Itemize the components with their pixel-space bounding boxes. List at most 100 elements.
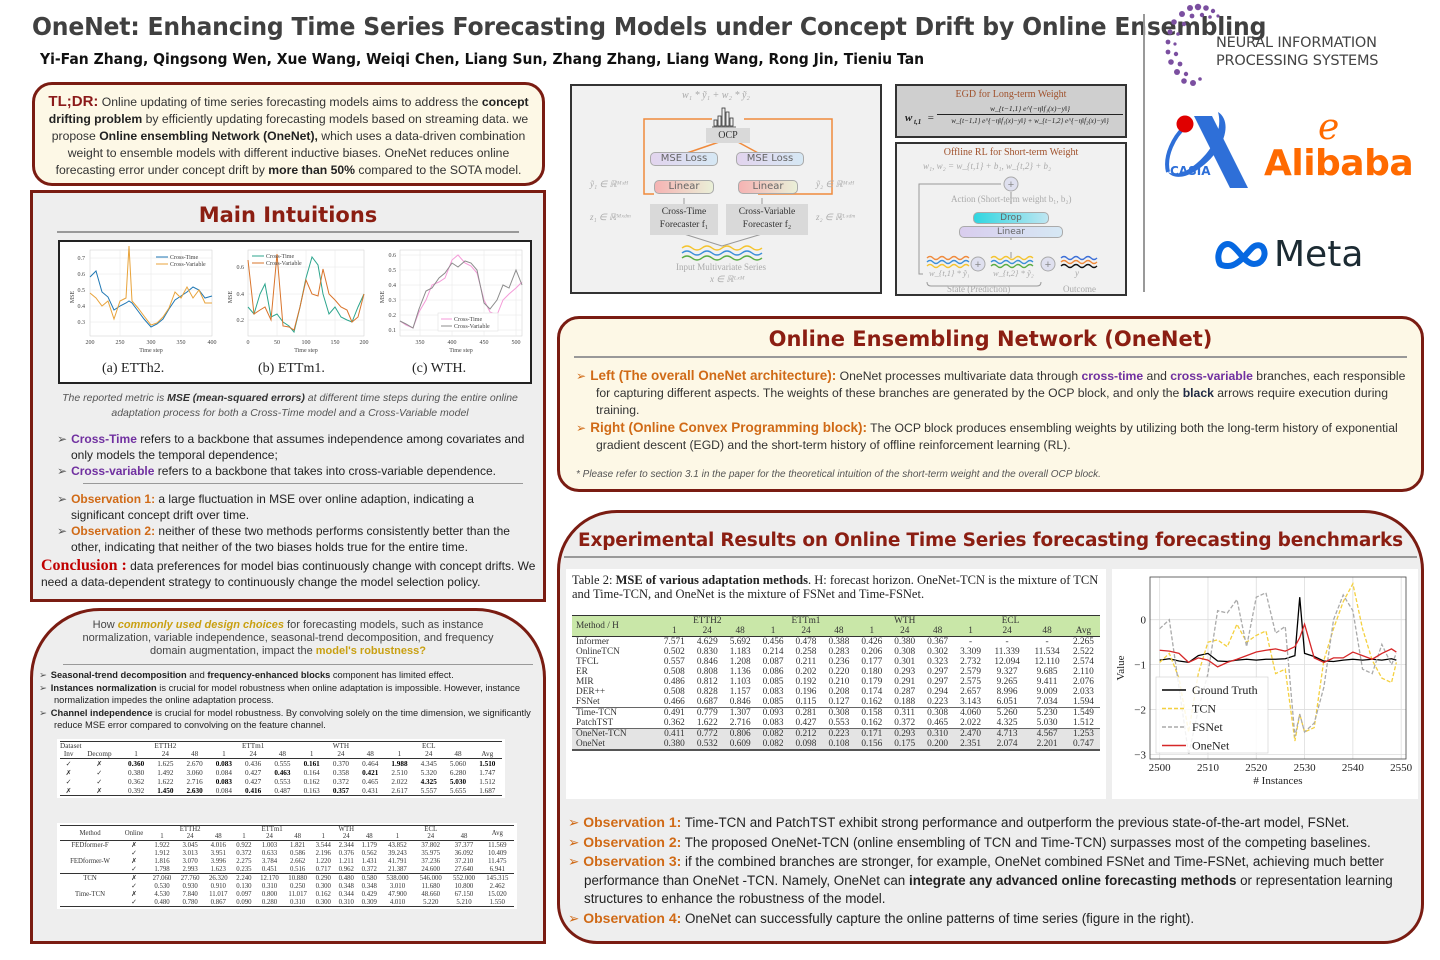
table-cell: 2.630 bbox=[186, 786, 203, 795]
table-cell: 0.392 bbox=[127, 786, 145, 795]
linear-right: Linear bbox=[738, 180, 798, 194]
table-cell: 11.569 bbox=[488, 841, 507, 849]
list-item: ➢ Seasonal-trend decomposition and freque… bbox=[39, 670, 454, 680]
mse-line-charts: 0.3 0.4 0.5 0.6 0.7 200 250 300 350 400 Time ste… bbox=[70, 245, 523, 354]
online-mark: ✓ bbox=[131, 899, 137, 906]
table-cell: 36.092 bbox=[454, 849, 474, 857]
table-cell: 1.512 bbox=[479, 777, 496, 786]
table-cell: 4.567 bbox=[1036, 729, 1058, 739]
table-cell: 0.090 bbox=[236, 898, 252, 906]
egd-lhs-sub: t,1 bbox=[914, 118, 922, 126]
alibaba-mark-icon: e bbox=[1318, 107, 1340, 148]
observation-key: Observation 1: bbox=[583, 814, 682, 830]
table-cell: 0.480 bbox=[338, 874, 354, 882]
table-cell: 0.287 bbox=[894, 687, 916, 697]
table-cell: 4.016 bbox=[210, 841, 226, 849]
svg-text:2520: 2520 bbox=[1245, 762, 1268, 774]
finding-key: Seasonal-trend decomposition bbox=[50, 670, 187, 680]
finding-key: frequency-enhanced blocks bbox=[207, 670, 331, 680]
svg-text:0.7: 0.7 bbox=[78, 256, 86, 262]
table-cell: 0.922 bbox=[236, 841, 252, 849]
observation-highlight: integrate any advanced online forecastin… bbox=[908, 872, 1237, 888]
metric-highlight: MSE (mean-squared errors) bbox=[167, 392, 305, 404]
table-cell: 538.000 bbox=[386, 874, 409, 882]
table-cell: 0.910 bbox=[210, 882, 226, 890]
table-row: FSNet 0.466 0.687 0.846 0.085 0.115 0.127 0.162… bbox=[572, 697, 1100, 708]
table-cell: 6.941 bbox=[489, 865, 505, 873]
col-horizon: 24 bbox=[1002, 626, 1012, 636]
table-cell: 0.502 bbox=[663, 647, 685, 657]
table-cell: 0.806 bbox=[729, 729, 751, 739]
table-cell: 2.716 bbox=[729, 718, 751, 728]
method-name: DER++ bbox=[576, 687, 606, 697]
observation-key: Observation 3: bbox=[583, 853, 682, 870]
table-cell: 1.136 bbox=[729, 667, 751, 677]
table-cell: 0.388 bbox=[828, 637, 850, 647]
svg-text:0.6: 0.6 bbox=[78, 272, 86, 278]
col-horizon: 24 bbox=[266, 833, 273, 840]
table-cell: 3.045 bbox=[182, 841, 198, 849]
col-group: ETTH2 bbox=[693, 616, 722, 626]
table-row: ✓ ✓ 0.362 1.622 2.716 0.083 0.427 0.553 0.162 0.3… bbox=[60, 777, 502, 787]
col-horizon: 48 bbox=[1042, 626, 1052, 636]
input-series-icon bbox=[681, 245, 763, 261]
method-name: ER bbox=[576, 667, 588, 677]
table-cell: 0.367 bbox=[927, 637, 949, 647]
table-cell: 0.508 bbox=[663, 667, 685, 677]
col-horizon: 24 bbox=[900, 626, 910, 636]
svg-text:0.3: 0.3 bbox=[389, 298, 397, 304]
table-cell: 5.692 bbox=[729, 637, 751, 647]
table-cell: 1.492 bbox=[157, 768, 174, 777]
method-name: TCN bbox=[83, 874, 97, 882]
svg-text:Cross-Time: Cross-Time bbox=[454, 317, 482, 323]
table-cell: 4.713 bbox=[996, 729, 1018, 739]
table-cell: 47.900 bbox=[388, 890, 407, 898]
table-row: ✓ 1.798 2.993 1.623 0.235 0.451 0.516 0.717 0.96… bbox=[60, 865, 514, 874]
table-cell: 0.220 bbox=[828, 667, 850, 677]
table-cell: 0.162 bbox=[861, 718, 883, 728]
question-text: How bbox=[92, 619, 118, 631]
table-cell: 0.206 bbox=[861, 647, 883, 657]
svg-text:−1: −1 bbox=[1134, 660, 1146, 672]
table-cell: 11.017 bbox=[209, 890, 228, 898]
col-horizon: 1 bbox=[869, 626, 875, 636]
table-cell: 0.214 bbox=[762, 647, 784, 657]
table-cell: 0.553 bbox=[828, 718, 850, 728]
table-cell: 0.508 bbox=[663, 687, 685, 697]
bullet-text: branches, each responsible for capturing… bbox=[596, 369, 1406, 400]
table-cell: 0.372 bbox=[361, 865, 377, 873]
rl-title: Offline RL for Short-term Weight bbox=[943, 147, 1079, 158]
table-cell: 0.516 bbox=[290, 865, 306, 873]
table-cell: 2.201 bbox=[1036, 739, 1058, 749]
series-ground-truth bbox=[1159, 597, 1397, 664]
svg-text:0.2: 0.2 bbox=[237, 318, 245, 324]
table-cell: 0.362 bbox=[663, 718, 685, 728]
table-cell: 3.013 bbox=[182, 849, 198, 857]
svg-text:Ground Truth: Ground Truth bbox=[1192, 683, 1258, 697]
table-cell: 0.376 bbox=[338, 849, 354, 857]
tldr-text: compared to the SOTA model. bbox=[355, 163, 522, 177]
table-cell: 0.308 bbox=[894, 647, 916, 657]
table-cell: 15.020 bbox=[487, 890, 507, 898]
col-horizon: 24 bbox=[337, 750, 345, 758]
state-label: State (Prediction) bbox=[947, 284, 1011, 294]
robustness-question: How commonly used design choices for for… bbox=[73, 619, 503, 658]
table-cell: 0.083 bbox=[762, 718, 784, 728]
table-cell: 0.115 bbox=[795, 697, 817, 707]
table-cell: 2.510 bbox=[391, 768, 408, 777]
table-cell: 0.800 bbox=[261, 890, 278, 898]
decomp-mark: ✓ bbox=[96, 778, 103, 786]
method-name bbox=[60, 865, 120, 874]
table-cell: 0.202 bbox=[795, 667, 817, 677]
finding-key: Instances normalization bbox=[50, 682, 157, 693]
table-cell: 4.325 bbox=[420, 777, 437, 786]
table-cell: 0.486 bbox=[663, 677, 685, 687]
alibaba-text: Alibaba bbox=[1264, 143, 1414, 184]
table-cell: 9.327 bbox=[996, 667, 1018, 677]
table-row: ✗ ✓ 0.380 1.492 3.060 0.084 0.427 0.463 0.164 0.3… bbox=[60, 768, 502, 778]
col-horizon: 24 bbox=[702, 626, 712, 636]
table-cell: 2.022 bbox=[960, 718, 981, 728]
table-cell: 0.293 bbox=[894, 729, 916, 739]
col-group: WTH bbox=[332, 742, 350, 750]
